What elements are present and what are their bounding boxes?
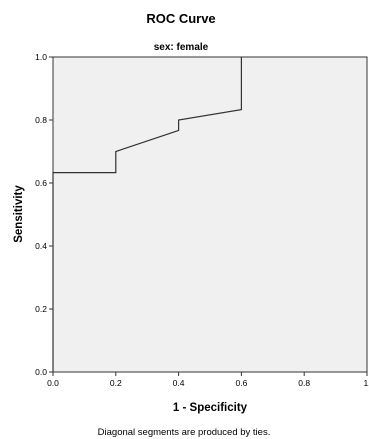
y-tick-label: 0.4	[35, 241, 47, 251]
x-tick-label: 0.2	[110, 378, 122, 388]
x-axis-label: 1 - Specificity	[173, 402, 248, 414]
x-tick-label: 0.4	[173, 378, 185, 388]
chart-subtitle: sex: female	[154, 42, 209, 53]
y-tick-label: 0.6	[35, 178, 47, 188]
x-axis-ticks: 0.0 0.2 0.4 0.6 0.8 1.	[47, 372, 369, 388]
roc-curve-line	[52, 57, 242, 372]
x-tick-label: 1.	[363, 378, 369, 388]
y-axis-ticks: 0.0 0.2 0.4 0.6 0.8 1.0	[35, 52, 53, 377]
y-axis-label: Sensitivity	[13, 185, 25, 243]
chart-title: ROC Curve	[146, 11, 215, 26]
y-tick-label: 0.0	[35, 367, 47, 377]
x-tick-label: 0.8	[298, 378, 310, 388]
footnote: Diagonal segments are produced by ties.	[98, 427, 271, 438]
x-tick-label: 0.0	[47, 378, 59, 388]
y-tick-label: 0.8	[35, 115, 47, 125]
plot-area	[52, 56, 368, 373]
y-tick-label: 1.0	[35, 52, 47, 62]
x-tick-label: 0.6	[235, 378, 247, 388]
y-tick-label: 0.2	[35, 304, 47, 314]
